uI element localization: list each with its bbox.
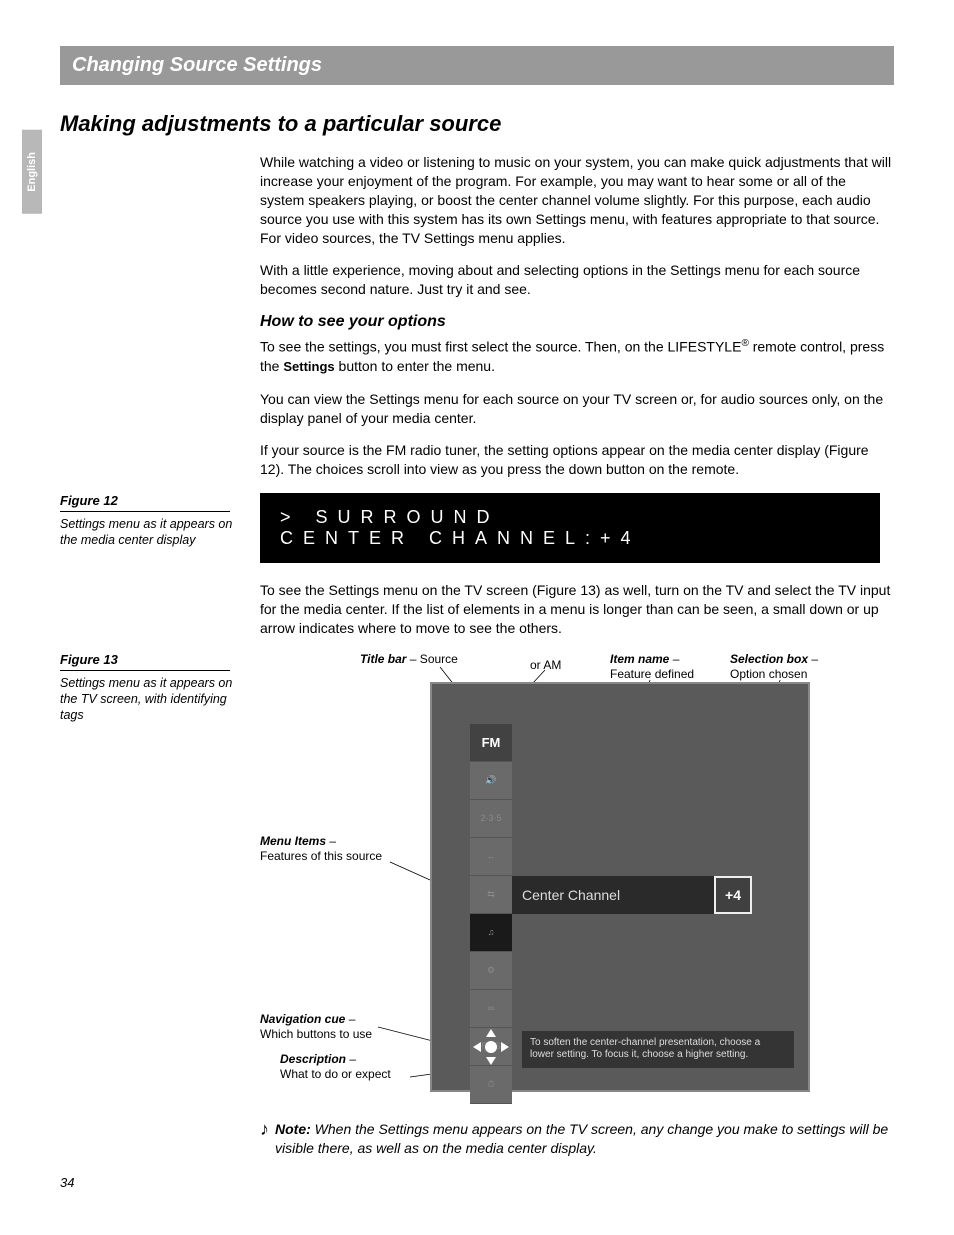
callout-description: Description –What to do or expect [280, 1052, 391, 1082]
paragraph: To see the Settings menu on the TV scree… [260, 581, 894, 638]
menu-item: ∞ [470, 990, 512, 1028]
item-bar: Center Channel +4 [512, 876, 752, 914]
menu-item: ⏱ [470, 1066, 512, 1104]
selection-box: +4 [714, 876, 752, 914]
menu-item-selected: ♫ [470, 914, 512, 952]
figure-caption: Settings menu as it appears on the media… [60, 516, 235, 549]
callout-menu-items: Menu Items –Features of this source [260, 834, 382, 864]
menu-item: ⚙ [470, 952, 512, 990]
paragraph: To see the settings, you must first sele… [260, 337, 894, 375]
paragraph: You can view the Settings menu for each … [260, 390, 894, 428]
media-center-display: > SURROUND CENTER CHANNEL:+4 [260, 493, 880, 563]
callout-item-name: Item name –Feature defined [610, 652, 694, 682]
language-tab: English [22, 130, 42, 214]
callout-title-bar: Title bar – Source [360, 652, 458, 667]
page-title: Making adjustments to a particular sourc… [60, 111, 894, 137]
figure-label: Figure 12 [60, 493, 230, 512]
section-header: Changing Source Settings [60, 46, 894, 85]
tv-screen: FM 🔊 2·3·5 ↔ ⇆ ♫ ⚙ ∞ RDS ⏱ Center Channe… [430, 682, 810, 1092]
item-name-text: Center Channel [512, 887, 714, 903]
callout-selection-box: Selection box –Option chosen [730, 652, 818, 682]
paragraph: While watching a video or listening to m… [260, 153, 894, 247]
figure-label: Figure 13 [60, 652, 230, 671]
paragraph: If your source is the FM radio tuner, th… [260, 441, 894, 479]
navigation-cue-icon [470, 1026, 512, 1068]
page-number: 34 [60, 1175, 74, 1190]
menu-item: ↔ [470, 838, 512, 876]
callout-nav-cue: Navigation cue –Which buttons to use [260, 1012, 372, 1042]
paragraph: With a little experience, moving about a… [260, 261, 894, 299]
figure-caption: Settings menu as it appears on the TV sc… [60, 675, 235, 724]
description-box: To soften the center-channel presentatio… [522, 1031, 794, 1068]
menu-item-fm: FM [470, 724, 512, 762]
menu-item: ⇆ [470, 876, 512, 914]
menu-item: 2·3·5 [470, 800, 512, 838]
note: ♪ Note: When the Settings menu appears o… [260, 1120, 894, 1158]
subheading: How to see your options [260, 313, 894, 331]
note-icon: ♪ [260, 1120, 269, 1138]
callout-or-am: or AM [530, 658, 561, 673]
tv-settings-diagram: Title bar – Source or AM Item name –Feat… [260, 652, 890, 1102]
menu-item: 🔊 [470, 762, 512, 800]
